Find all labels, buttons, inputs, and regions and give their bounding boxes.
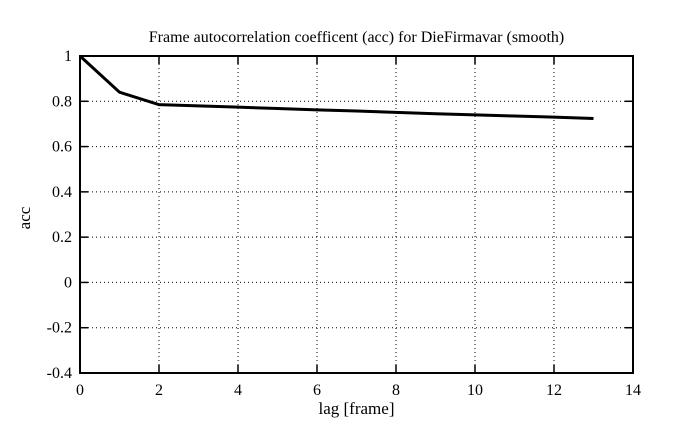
x-tick-label: 6 [313,382,321,399]
x-tick-label: 8 [392,382,400,399]
y-tick-label: -0.4 [47,365,72,382]
series-line-acc [78,54,594,120]
x-tick-label: 2 [155,382,163,399]
y-tick-label: 0.8 [52,93,72,110]
x-tick-label: 0 [76,382,84,399]
chart-title: Frame autocorrelation coefficent (acc) f… [148,29,565,46]
x-tick-label: 14 [625,382,641,399]
x-tick-label: 10 [467,382,483,399]
y-tick-label: 0.6 [52,139,72,156]
y-tick-label: 0 [64,274,72,291]
y-axis-label: acc [15,206,34,230]
y-tick-label: 0.2 [52,229,72,246]
y-tick-label: 1 [64,48,72,65]
x-axis-label: lag [frame] [318,399,395,418]
x-tick-label: 12 [546,382,562,399]
plot-border [79,55,634,374]
y-tick-label: 0.4 [52,184,72,201]
x-tick-label: 4 [234,382,242,399]
y-tick-label: -0.2 [47,320,72,337]
